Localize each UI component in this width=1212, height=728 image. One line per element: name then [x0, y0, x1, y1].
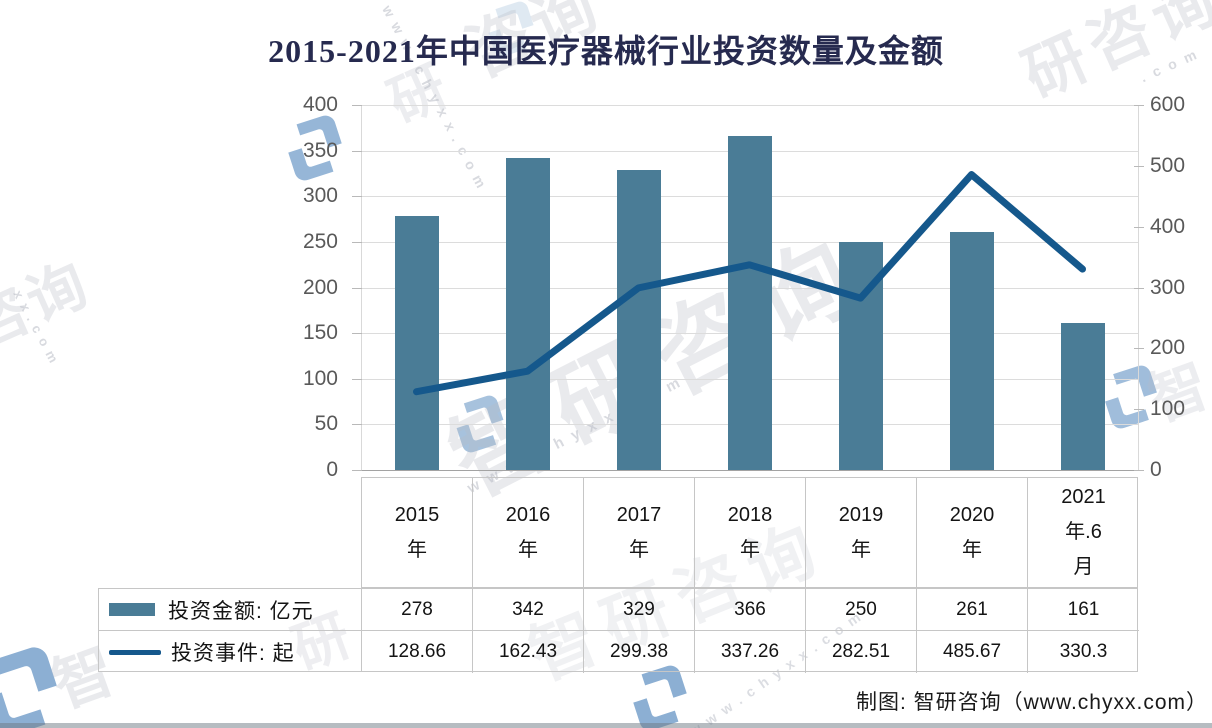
- credit-text: 制图: 智研咨询（www.chyxx.com）: [855, 691, 1208, 714]
- bar: [949, 231, 994, 470]
- category-label: 2019 年: [806, 478, 917, 587]
- value-cell: 250: [806, 589, 917, 631]
- legend-item-bar-series: 投资金额: 亿元: [99, 589, 361, 631]
- value-cell: 337.26: [695, 631, 806, 673]
- value-cell: 330.3: [1059, 641, 1108, 662]
- value-cell: 329: [584, 589, 695, 631]
- legend-table: 投资金额: 亿元 投资事件: 起: [98, 588, 362, 672]
- value-cell: 128.66: [362, 631, 473, 673]
- value-cell: 366: [695, 589, 806, 631]
- axis-edge-line: [361, 105, 362, 470]
- category-label: 2021 年.6 月: [1061, 486, 1106, 578]
- value-cell: 282.51: [806, 631, 917, 673]
- bottom-edge-shadow: [0, 723, 1212, 728]
- x-axis-line: [361, 470, 1138, 471]
- category-header-row: 2015 年 2016 年 2017 年 2018 年 2019 年 2020 年 2021…: [361, 477, 1138, 588]
- category-label: 2018 年: [695, 478, 806, 587]
- category-label: 2016 年: [473, 478, 584, 587]
- value-cell: 161: [1028, 589, 1139, 631]
- line-series-swatch: [109, 649, 161, 655]
- bar: [727, 136, 772, 470]
- bar: [838, 241, 883, 470]
- gridline: [361, 105, 1138, 106]
- value-cell: 299.38: [584, 631, 695, 673]
- table-value-rows: 278 342 329 366 250 261 161 128.66 162.43 299.38 3…: [361, 588, 1139, 673]
- category-label: 2015 年: [362, 478, 473, 587]
- chart-title: 2015-2021年中国医疗器械行业投资数量及金额: [268, 33, 944, 69]
- category-label: 2020 年: [917, 478, 1028, 587]
- line-series-label: 投资事件: 起: [171, 642, 295, 665]
- value-cell: 278: [362, 589, 473, 631]
- value-cell: 162.43: [473, 631, 584, 673]
- bar: [394, 216, 439, 470]
- bar-series-label: 投资金额: 亿元: [168, 599, 314, 623]
- category-label: 2017 年: [584, 478, 695, 587]
- axis-edge-line: [1138, 105, 1139, 470]
- bar-series-swatch: [109, 603, 155, 616]
- bar: [505, 157, 550, 470]
- bar: [1060, 323, 1105, 470]
- value-cell: 342: [473, 589, 584, 631]
- value-cell: 261: [917, 589, 1028, 631]
- value-cell: 485.67: [917, 631, 1028, 673]
- bar: [616, 169, 661, 470]
- legend-item-line-series: 投资事件: 起: [99, 631, 361, 673]
